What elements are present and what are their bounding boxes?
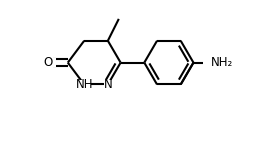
Text: O: O: [43, 56, 52, 69]
FancyBboxPatch shape: [203, 58, 218, 67]
Text: NH: NH: [75, 78, 93, 91]
FancyBboxPatch shape: [49, 58, 56, 67]
Text: NH₂: NH₂: [211, 56, 233, 69]
FancyBboxPatch shape: [104, 80, 112, 89]
Text: N: N: [104, 78, 112, 91]
FancyBboxPatch shape: [77, 80, 91, 89]
